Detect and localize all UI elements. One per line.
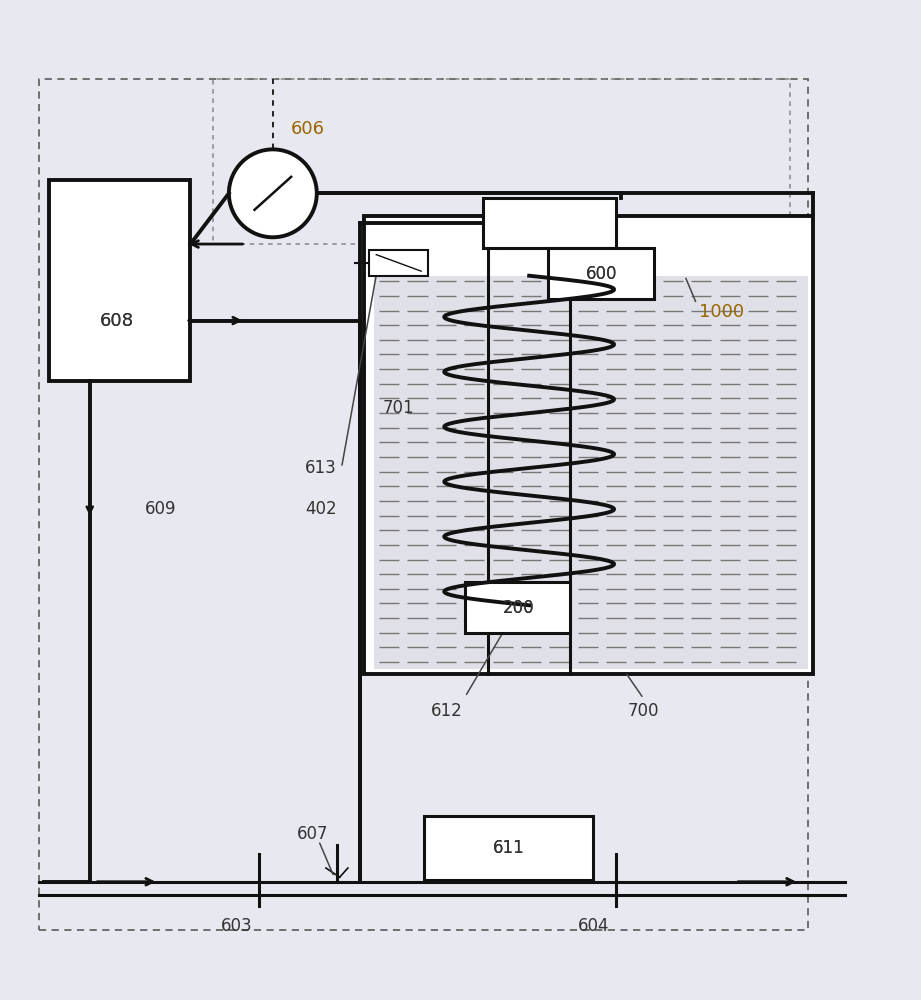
Bar [365,216,813,674]
Text: 402: 402 [305,500,337,518]
Text: 1000: 1000 [698,303,743,321]
Bar [49,180,191,381]
Circle shape [229,149,317,237]
Text: 603: 603 [220,917,252,935]
Text: 611: 611 [493,839,525,857]
Text: 611: 611 [493,839,525,857]
Bar [465,582,570,633]
Text: 612: 612 [431,702,462,720]
Text: 609: 609 [145,500,176,518]
Text: 608: 608 [100,312,134,330]
Text: 200: 200 [502,599,534,617]
Text: 607: 607 [297,825,328,843]
Text: 700: 700 [628,702,659,720]
Bar [484,198,616,248]
Text: 604: 604 [577,917,609,935]
Text: 613: 613 [305,459,337,477]
Bar [548,248,654,299]
Text: 608: 608 [100,312,134,330]
Bar [374,276,809,669]
Text: 701: 701 [383,399,414,417]
Text: 600: 600 [586,265,617,283]
Text: 600: 600 [586,265,617,283]
Text: 200: 200 [502,599,534,617]
Bar [369,250,428,276]
Text: 606: 606 [291,120,325,138]
Bar [424,816,593,880]
